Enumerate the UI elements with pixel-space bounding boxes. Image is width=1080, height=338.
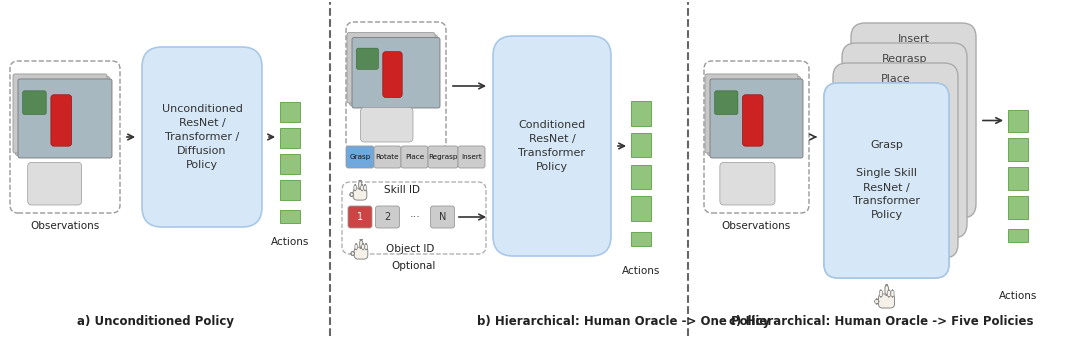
- FancyBboxPatch shape: [878, 294, 894, 308]
- FancyBboxPatch shape: [720, 163, 775, 205]
- Bar: [631, 133, 651, 158]
- FancyBboxPatch shape: [350, 35, 437, 105]
- FancyBboxPatch shape: [833, 63, 958, 258]
- Bar: [1008, 228, 1028, 242]
- Text: Optional: Optional: [392, 261, 436, 271]
- FancyBboxPatch shape: [348, 206, 372, 228]
- FancyBboxPatch shape: [743, 95, 762, 146]
- Text: Object ID: Object ID: [386, 244, 434, 254]
- FancyBboxPatch shape: [346, 146, 374, 168]
- FancyBboxPatch shape: [374, 146, 401, 168]
- FancyBboxPatch shape: [23, 91, 46, 115]
- Bar: [280, 154, 300, 174]
- Text: Conditioned
ResNet /
Transformer
Policy: Conditioned ResNet / Transformer Policy: [518, 120, 585, 172]
- Bar: [631, 232, 651, 246]
- Text: Grasp

Single Skill
ResNet /
Transformer
Policy: Grasp Single Skill ResNet / Transformer …: [853, 141, 920, 220]
- FancyBboxPatch shape: [715, 91, 738, 115]
- Text: Regrasp: Regrasp: [881, 54, 928, 64]
- Text: Grasp: Grasp: [349, 154, 370, 160]
- FancyBboxPatch shape: [359, 180, 362, 189]
- Text: Insert: Insert: [897, 34, 930, 44]
- Text: Skill ID: Skill ID: [384, 185, 420, 195]
- Bar: [631, 101, 651, 126]
- FancyBboxPatch shape: [428, 146, 458, 168]
- FancyBboxPatch shape: [13, 74, 107, 153]
- FancyBboxPatch shape: [347, 32, 435, 103]
- Bar: [1008, 139, 1028, 161]
- FancyBboxPatch shape: [28, 163, 82, 205]
- FancyBboxPatch shape: [401, 146, 428, 168]
- Text: Rotate: Rotate: [868, 94, 905, 104]
- FancyBboxPatch shape: [842, 43, 967, 238]
- Text: c) Hierarchical: Human Oracle -> Five Policies: c) Hierarchical: Human Oracle -> Five Po…: [729, 315, 1034, 329]
- Bar: [280, 180, 300, 200]
- FancyBboxPatch shape: [51, 95, 71, 146]
- FancyBboxPatch shape: [364, 185, 366, 191]
- FancyBboxPatch shape: [376, 206, 400, 228]
- Text: ···: ···: [409, 212, 420, 222]
- Text: 2: 2: [384, 212, 391, 222]
- Bar: [1008, 167, 1028, 190]
- FancyBboxPatch shape: [492, 36, 611, 256]
- Bar: [1008, 110, 1028, 132]
- Text: Actions: Actions: [622, 266, 660, 276]
- FancyBboxPatch shape: [707, 76, 800, 155]
- FancyBboxPatch shape: [354, 185, 356, 191]
- FancyBboxPatch shape: [353, 188, 367, 200]
- FancyBboxPatch shape: [141, 47, 262, 227]
- Bar: [1008, 196, 1028, 219]
- FancyBboxPatch shape: [875, 299, 879, 304]
- FancyBboxPatch shape: [365, 244, 367, 250]
- Bar: [280, 128, 300, 148]
- Text: b) Hierarchical: Human Oracle -> One Policy: b) Hierarchical: Human Oracle -> One Pol…: [477, 315, 770, 329]
- FancyBboxPatch shape: [851, 23, 976, 218]
- FancyBboxPatch shape: [382, 52, 402, 97]
- Text: N: N: [438, 212, 446, 222]
- FancyBboxPatch shape: [351, 251, 354, 256]
- Text: Actions: Actions: [999, 291, 1037, 301]
- Text: a) Unconditioned Policy: a) Unconditioned Policy: [77, 315, 233, 329]
- FancyBboxPatch shape: [710, 79, 804, 158]
- FancyBboxPatch shape: [888, 290, 891, 297]
- FancyBboxPatch shape: [355, 244, 357, 250]
- FancyBboxPatch shape: [431, 206, 455, 228]
- Bar: [280, 102, 300, 122]
- FancyBboxPatch shape: [458, 146, 485, 168]
- FancyBboxPatch shape: [885, 285, 889, 295]
- FancyBboxPatch shape: [879, 290, 882, 297]
- Text: Rotate: Rotate: [376, 154, 400, 160]
- Text: Observations: Observations: [362, 158, 431, 168]
- Text: Insert: Insert: [461, 154, 482, 160]
- FancyBboxPatch shape: [362, 244, 364, 250]
- Bar: [631, 165, 651, 189]
- FancyBboxPatch shape: [824, 83, 949, 278]
- Text: Place: Place: [880, 74, 910, 84]
- FancyBboxPatch shape: [824, 83, 949, 278]
- Bar: [631, 196, 651, 221]
- FancyBboxPatch shape: [354, 247, 368, 259]
- Text: 1: 1: [356, 212, 363, 222]
- FancyBboxPatch shape: [360, 240, 363, 248]
- Bar: [280, 210, 300, 223]
- Text: Actions: Actions: [271, 237, 309, 247]
- FancyBboxPatch shape: [361, 107, 413, 142]
- FancyBboxPatch shape: [352, 38, 440, 108]
- FancyBboxPatch shape: [350, 192, 353, 197]
- FancyBboxPatch shape: [356, 48, 378, 69]
- FancyBboxPatch shape: [891, 290, 894, 297]
- Text: Unconditioned
ResNet /
Transformer /
Diffusion
Policy: Unconditioned ResNet / Transformer / Dif…: [162, 104, 242, 170]
- Text: Place: Place: [405, 154, 424, 160]
- FancyBboxPatch shape: [705, 74, 798, 153]
- FancyBboxPatch shape: [361, 185, 363, 191]
- FancyBboxPatch shape: [18, 79, 112, 158]
- Text: Regrasp: Regrasp: [429, 154, 458, 160]
- Text: Observations: Observations: [30, 221, 99, 231]
- FancyBboxPatch shape: [15, 76, 109, 155]
- Text: Observations: Observations: [721, 221, 792, 231]
